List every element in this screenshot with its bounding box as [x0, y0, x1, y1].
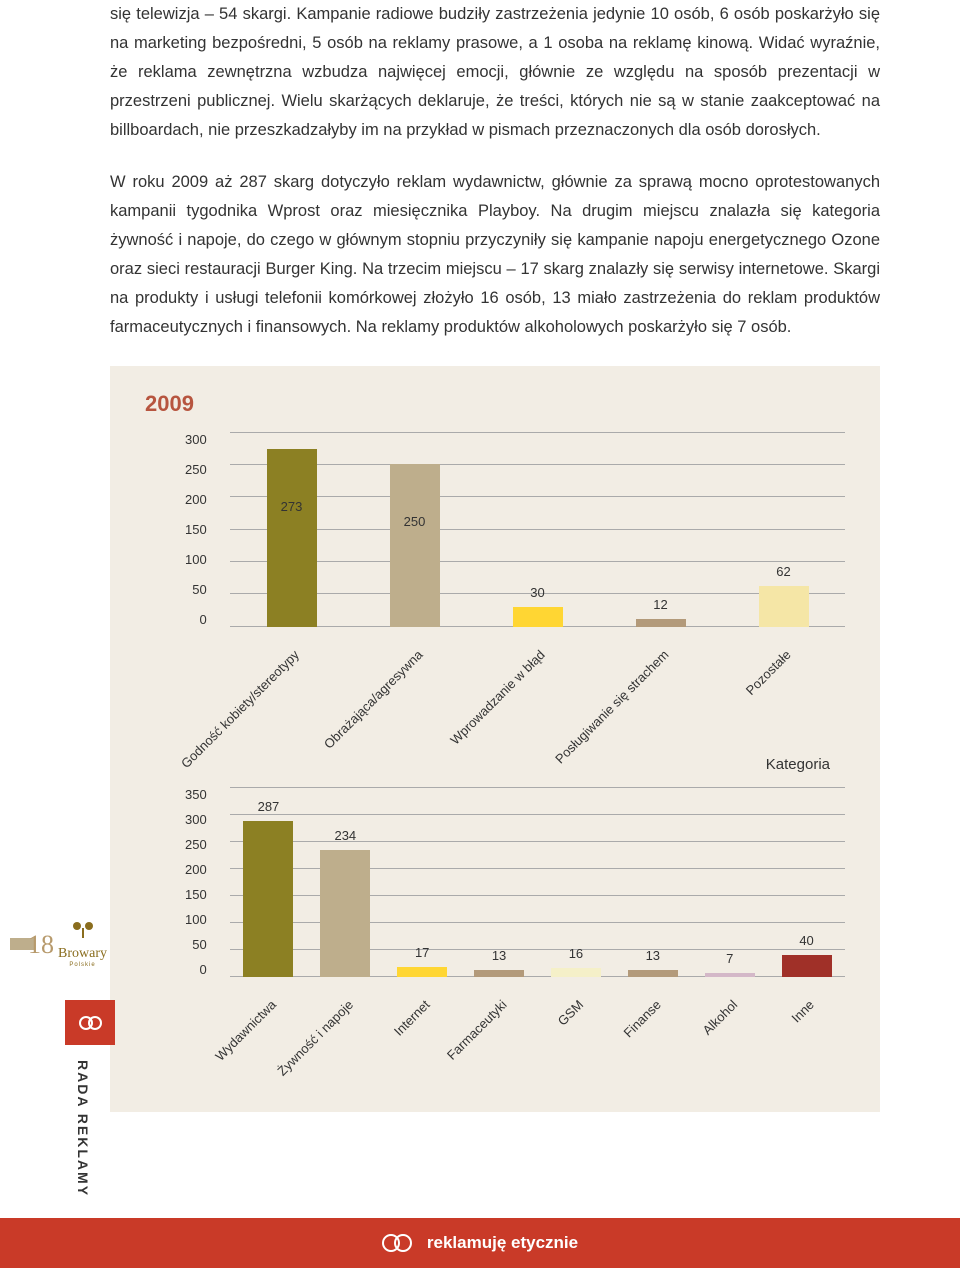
- browary-logo: Browary Polskie: [58, 920, 107, 968]
- x-axis-label: Internet: [391, 997, 433, 1039]
- y-tick-label: 150: [185, 887, 207, 902]
- bar-value-label: 287: [258, 799, 280, 814]
- year-label: 2009: [145, 391, 845, 417]
- bar: 12: [636, 619, 686, 627]
- chart-2: 350 300 250 200 150 100 50 0 287 234 17 13 16 13 7 40 Wy…: [145, 787, 845, 1082]
- x-axis-labels: Godność kobiety/stereotypyObrażająca/agr…: [230, 632, 845, 772]
- browary-logo-text: Browary: [58, 946, 107, 962]
- bar: 7: [705, 973, 755, 977]
- x-axis-label: Inne: [789, 997, 818, 1026]
- x-axis-label: Pozostałe: [743, 647, 794, 698]
- x-axis-label: Finanse: [620, 997, 663, 1040]
- red-badge: [65, 1000, 115, 1045]
- bar-value-label: 13: [646, 948, 660, 963]
- y-axis: 350 300 250 200 150 100 50 0: [185, 787, 207, 977]
- x-axis-label: Alkohol: [700, 997, 741, 1038]
- browary-logo-subtext: Polskie: [58, 962, 107, 968]
- x-axis-labels: WydawnictwaŻywność i napojeInternetFarma…: [230, 982, 845, 1082]
- y-tick-label: 250: [185, 462, 207, 477]
- x-axis-label: GSM: [555, 997, 587, 1029]
- bar: 287: [243, 821, 293, 977]
- bar-value-label: 17: [415, 945, 429, 960]
- y-tick-label: 0: [199, 962, 206, 977]
- footer-text: reklamuję etycznie: [427, 1233, 578, 1253]
- bar: 234: [320, 850, 370, 977]
- bar-value-label: 273: [281, 499, 303, 514]
- kategoria-label: Kategoria: [766, 756, 830, 773]
- y-tick-label: 350: [185, 787, 207, 802]
- x-axis-label: Godność kobiety/stereotypy: [178, 647, 302, 771]
- x-axis-label: Wydawnictwa: [212, 997, 279, 1064]
- bar: 273: [267, 449, 317, 626]
- bar-value-label: 13: [492, 948, 506, 963]
- browary-icon: [68, 920, 98, 944]
- bar-value-label: 7: [726, 951, 733, 966]
- chart-panel: 2009 300250200150100500273250301262Godno…: [110, 366, 880, 1112]
- bar-value-label: 62: [776, 564, 790, 579]
- bar: 62: [759, 586, 809, 626]
- y-axis: 300 250 200 150 100 50 0: [185, 432, 207, 627]
- bar-value-label: 16: [569, 946, 583, 961]
- bar-value-label: 250: [404, 514, 426, 529]
- chart-area: 273 250 30 12 62: [230, 432, 845, 627]
- bar: 13: [628, 970, 678, 977]
- chart-1: 300 250 200 150 100 50 0 273 250 30 12 62 Godność ko…: [145, 432, 845, 772]
- y-tick-label: 0: [199, 612, 206, 627]
- bar: 13: [474, 970, 524, 977]
- y-tick-label: 250: [185, 837, 207, 852]
- page-number: 18: [28, 930, 54, 960]
- footer: reklamuję etycznie: [0, 1218, 960, 1268]
- chart-area: 287 234 17 13 16 13 7 40: [230, 787, 845, 977]
- y-tick-label: 50: [192, 582, 206, 597]
- bar-value-label: 12: [653, 597, 667, 612]
- y-tick-label: 100: [185, 552, 207, 567]
- footer-icon: [382, 1234, 412, 1252]
- paragraph-1: się telewizja – 54 skargi. Kampanie radi…: [110, 0, 880, 144]
- bar: 17: [397, 967, 447, 976]
- bar-value-label: 40: [799, 933, 813, 948]
- y-tick-label: 100: [185, 912, 207, 927]
- bar-value-label: 30: [530, 585, 544, 600]
- y-tick-label: 200: [185, 492, 207, 507]
- y-tick-label: 200: [185, 862, 207, 877]
- bar: 16: [551, 968, 601, 977]
- bar: 40: [782, 955, 832, 977]
- bar: 250: [390, 464, 440, 627]
- y-tick-label: 300: [185, 812, 207, 827]
- bar-value-label: 234: [334, 828, 356, 843]
- y-tick-label: 150: [185, 522, 207, 537]
- paragraph-2: W roku 2009 aż 287 skarg dotyczyło rekla…: [110, 168, 880, 341]
- y-tick-label: 50: [192, 937, 206, 952]
- bars-row: 287 234 17 13 16 13 7 40: [230, 821, 845, 977]
- bars-row: 273 250 30 12 62: [230, 449, 845, 626]
- vertical-sidebar-text: RADA REKLAMY: [75, 1060, 91, 1197]
- bar: 30: [513, 607, 563, 627]
- y-tick-label: 300: [185, 432, 207, 447]
